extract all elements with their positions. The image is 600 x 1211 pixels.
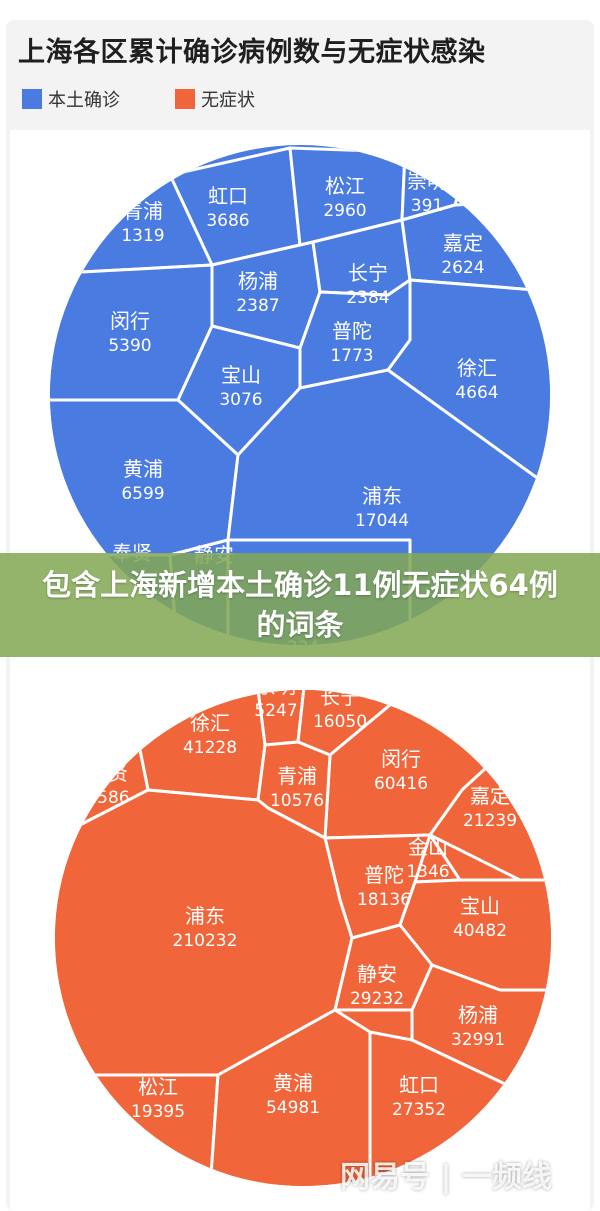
cell-name-label: 青浦 [123,199,163,223]
cell-name-label: 普陀 [364,863,404,887]
cell-name-label: 长宁 [348,261,388,285]
cell-value-label: 10576 [270,791,324,811]
cell-name-label: 杨浦 [458,1003,498,1027]
cell-name-label: 宝山 [221,363,261,387]
cell-value-label: 40482 [453,921,507,941]
cell-name-label: 奉贤 [88,761,128,785]
cell-value-label: 391 [411,196,443,216]
cell-value-label: 4664 [455,383,498,403]
cell-value-label: 1346 [406,862,449,882]
cell-name-label: 长宁 [320,685,360,709]
cell-value-label: 60416 [374,774,428,794]
cell-value-label: 3686 [206,211,249,231]
asymptomatic-voronoi-chart: 崇明 5247 长宁 16050 徐汇 41228 闵行 60416 奉贤 2586 青浦 10576… [40,674,551,1190]
legend-label-confirmed: 本土确诊 [48,90,120,111]
cell-name-label: 金山 [408,835,448,859]
cell-value-label: 6599 [121,484,164,504]
chart-title: 上海各区累计确诊病例数与无症状感染 [18,37,486,68]
cell-value-label: 2960 [323,201,366,221]
cell-value-label: 32991 [451,1030,505,1050]
cell-value-label: 54981 [266,1098,320,1118]
cell-value-label: 19395 [131,1102,185,1122]
cell-name-label: 嘉定 [470,784,510,808]
cell-name-label: 青浦 [277,764,317,788]
cell-name-label: 崇明 [256,674,296,698]
cell-value-label: 3076 [219,390,262,410]
cell-value-label: 21239 [463,811,517,831]
cell-name-label: 虹口 [399,1073,439,1097]
cell-name-label: 黄浦 [273,1071,313,1095]
cell-value-label: 17044 [355,511,409,531]
cell-name-label: 宝山 [460,894,500,918]
voronoi-cell[interactable] [40,1073,220,1190]
cell-value-label: 2384 [346,288,389,308]
legend-swatch-confirmed [22,89,42,109]
cell-value-label: 29232 [350,989,404,1009]
cell-name-label: 徐汇 [190,711,230,735]
cell-value-label: 27352 [392,1100,446,1120]
cell-name-label: 闵行 [381,747,421,771]
cell-name-label: 普陀 [332,319,372,343]
headline-text[interactable]: 包含上海新增本土确诊11例无症状64例的词条 [42,568,558,642]
headline-banner[interactable]: 包含上海新增本土确诊11例无症状64例的词条 [0,553,600,657]
cell-value-label: 210232 [173,931,238,951]
watermark-logo: 网易号 | 一频线 [340,1160,552,1195]
cell-name-label: 静安 [357,962,397,986]
cell-name-label: 杨浦 [238,269,278,293]
cell-name-label: 浦东 [362,484,402,508]
legend-label-asymptomatic: 无症状 [201,90,255,111]
cell-name-label: 松江 [325,174,365,198]
legend-item-confirmed: 本土确诊 [22,86,120,112]
legend-swatch-asymptomatic [175,89,195,109]
cell-value-label: 18136 [357,890,411,910]
cell-name-label: 浦东 [185,904,225,928]
cell-value-label: 41228 [183,738,237,758]
cell-value-label: 2624 [441,258,484,278]
cell-name-label: 徐汇 [457,356,497,380]
cell-name-label: 崇明 [407,169,447,193]
cell-value-label: 1319 [121,226,164,246]
cell-value-label: 1773 [330,346,373,366]
legend-item-asymptomatic: 无症状 [175,86,255,112]
cell-name-label: 黄浦 [123,457,163,481]
cell-value-label: 2387 [236,296,279,316]
cell-value-label: 5247 [254,701,297,721]
cell-name-label: 虹口 [208,184,248,208]
cell-value-label: 16050 [313,712,367,732]
cell-value-label: 5390 [108,336,151,356]
cell-value-label: 2586 [86,788,129,808]
cell-name-label: 闵行 [110,309,150,333]
cell-name-label: 松江 [138,1075,178,1099]
cell-name-label: 嘉定 [443,231,483,255]
